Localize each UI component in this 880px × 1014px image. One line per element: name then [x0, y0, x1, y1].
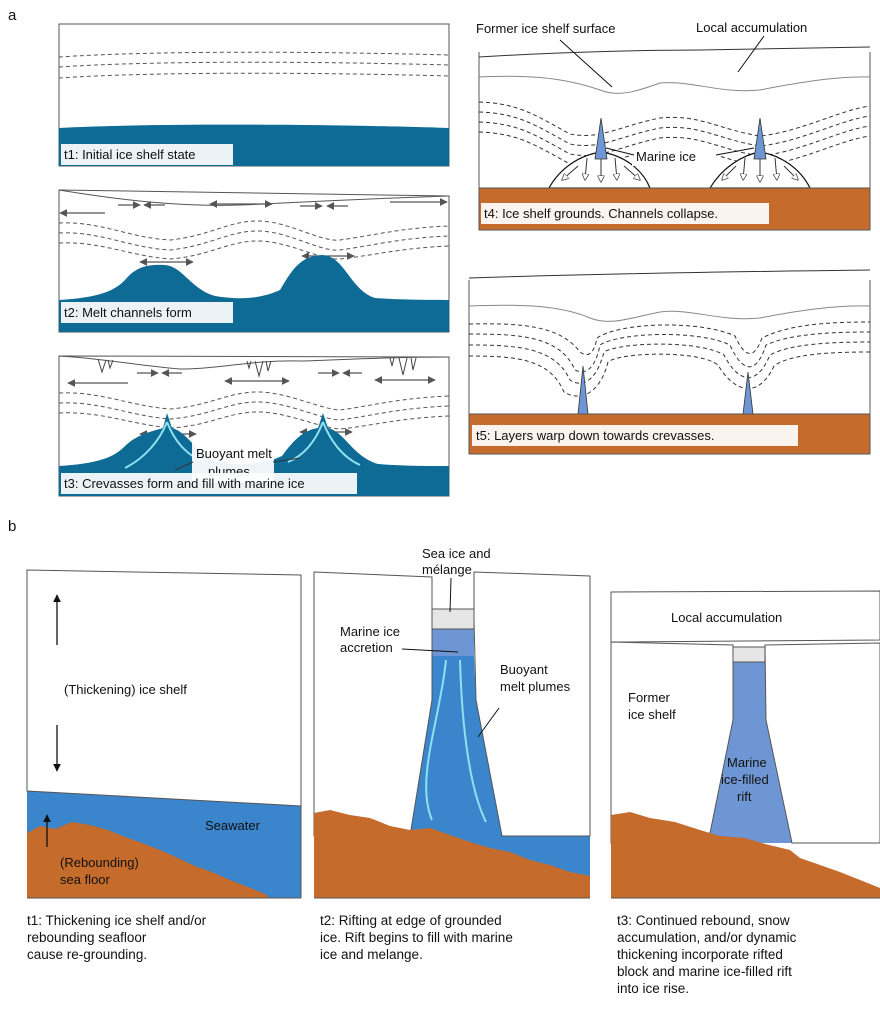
label-buoyant-melt-plumes-2: melt plumes [500, 679, 571, 694]
rift-sea-ice-cap [732, 646, 766, 663]
panel-a-label: a [8, 7, 17, 24]
label-sea-floor-1: (Rebounding) [60, 855, 139, 870]
panel-a-t3: Buoyant melt plumes t3: Crevasses form a… [58, 355, 450, 497]
panel-b-t2: Sea ice and mélange Marine ice accretion… [313, 546, 591, 899]
sea-floor-b-t2 [314, 810, 590, 898]
sea-ice-melange [431, 608, 475, 630]
label-rift-3: rift [737, 789, 752, 804]
panel-a-t5: t5: Layers warp down towards crevasses. [468, 269, 871, 455]
caption-a-t4: t4: Ice shelf grounds. Channels collapse… [484, 206, 718, 221]
sea-floor-b-t1 [27, 822, 270, 898]
label-sea-ice-2: mélange [422, 562, 472, 577]
label-rift-2: ice-filled [721, 772, 769, 787]
label-marine-accretion-2: accretion [340, 640, 393, 655]
label-former-ice-shelf-1: Former [628, 690, 671, 705]
label-local-accumulation-b: Local accumulation [671, 610, 782, 625]
panel-b-t3: Local accumulation Former ice shelf Mari… [610, 590, 880, 899]
rift-marine-ice [708, 662, 792, 843]
label-former-ice-shelf-2: ice shelf [628, 707, 676, 722]
label-seawater: Seawater [205, 818, 261, 833]
sea-floor-b-t3 [611, 812, 880, 898]
caption-a-t3: t3: Crevasses form and fill with marine … [64, 476, 305, 491]
label-local-accumulation-a: Local accumulation [696, 20, 807, 35]
panel-b-t1: (Thickening) ice shelf Seawater (Rebound… [26, 569, 302, 899]
former-ice-shelf-right [764, 642, 880, 844]
caption-a-t1: t1: Initial ice shelf state [64, 147, 196, 162]
caption-b-t3: t3: Continued rebound, snow accumulation… [617, 913, 797, 996]
caption-b-t1: t1: Thickening ice shelf and/or reboundi… [27, 913, 207, 962]
label-former-surface: Former ice shelf surface [476, 21, 615, 36]
ice-block-left [313, 571, 433, 837]
accumulation-layer [610, 590, 880, 643]
caption-a-t5: t5: Layers warp down towards crevasses. [476, 428, 714, 443]
label-buoyant-melt-plumes-1: Buoyant [500, 662, 548, 677]
label-marine-accretion-1: Marine ice [340, 624, 400, 639]
label-sea-floor-2: sea floor [60, 872, 111, 887]
panel-b-label: b [8, 518, 16, 535]
ice-block-right [473, 571, 591, 837]
label-sea-ice-1: Sea ice and [422, 546, 491, 561]
panel-a-t4: Former ice shelf surface Local accumulat… [476, 20, 871, 231]
marine-ice-wedge-right [753, 117, 767, 160]
label-buoyant-plumes-1: Buoyant melt [196, 446, 272, 461]
label-marine-ice-a: Marine ice [636, 149, 696, 164]
caption-a-t2: t2: Melt channels form [64, 305, 192, 320]
former-ice-shelf [610, 641, 734, 844]
marine-ice-wedge-left [594, 117, 608, 160]
rift-fill [410, 656, 502, 836]
label-thickening-ice-shelf: (Thickening) ice shelf [64, 682, 187, 697]
caption-b-t2: t2: Rifting at edge of grounded ice. Rif… [320, 913, 513, 962]
label-rift-1: Marine [727, 755, 767, 770]
panel-a-t1: t1: Initial ice shelf state [58, 23, 450, 167]
panel-a-t2: t2: Melt channels form [58, 189, 450, 333]
rift-plume-lines [425, 659, 487, 823]
